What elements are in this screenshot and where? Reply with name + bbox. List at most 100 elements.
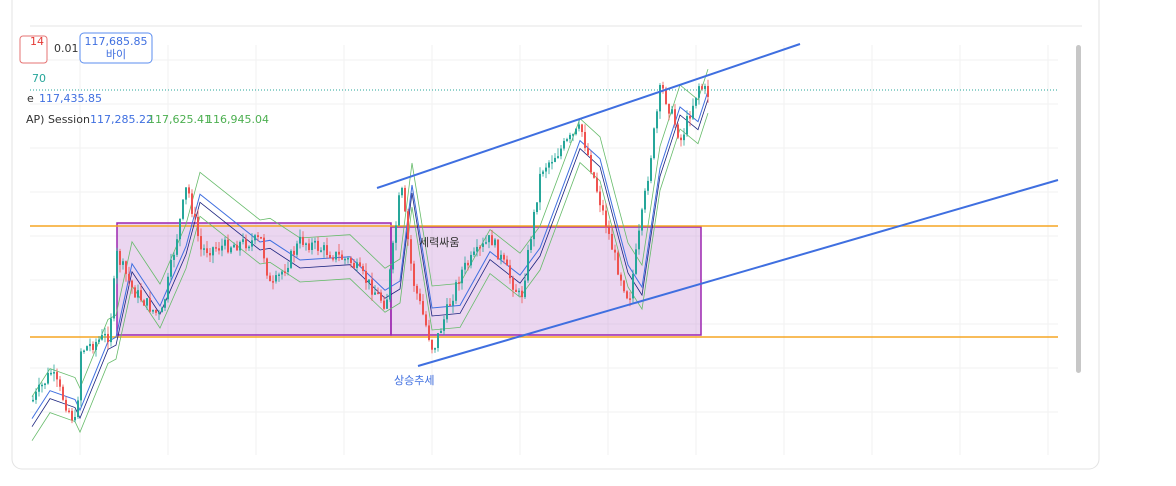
candle-body <box>278 274 280 276</box>
candle-body <box>143 300 145 306</box>
candle-body <box>560 148 562 157</box>
candle-body <box>350 258 352 263</box>
candle-body <box>71 410 73 421</box>
indicator-line <box>31 98 709 427</box>
candle-body <box>440 330 442 334</box>
candle-body <box>638 230 640 250</box>
candle-body <box>551 161 553 164</box>
candle-body <box>524 280 526 298</box>
candle-body <box>302 236 304 245</box>
candle-body <box>536 202 538 212</box>
candle-body <box>245 239 247 249</box>
candle-body <box>392 242 394 270</box>
annotation[interactable]: 세력싸움 <box>419 236 459 249</box>
candle-body <box>473 251 475 255</box>
candle-body <box>650 158 652 181</box>
candle-body <box>101 335 103 340</box>
candle-body <box>317 240 319 251</box>
buy-button[interactable] <box>79 32 153 64</box>
candle-body <box>50 372 52 375</box>
candle-body <box>92 343 94 350</box>
candle-body <box>251 240 253 247</box>
candle-body <box>41 384 43 387</box>
candle-body <box>134 287 136 298</box>
candle-body <box>305 243 307 245</box>
candle-body <box>590 154 592 173</box>
candle-body <box>167 276 169 300</box>
candle-body <box>137 290 139 298</box>
candle-body <box>44 383 46 386</box>
candle-body <box>695 97 697 106</box>
candle-body <box>80 351 82 401</box>
candle-body <box>398 195 400 226</box>
candle-body <box>452 300 454 306</box>
candle-body <box>620 274 622 281</box>
candle-body <box>389 269 391 300</box>
candle-body <box>596 177 598 192</box>
candle-body <box>563 140 565 149</box>
candle-body <box>608 227 610 234</box>
trend-line[interactable] <box>417 179 1059 367</box>
candle-body <box>425 314 427 326</box>
candle-body <box>254 235 256 241</box>
candle-body <box>386 299 388 309</box>
candle-body <box>221 245 223 251</box>
indicator-line <box>31 90 709 419</box>
candle-body <box>140 290 142 301</box>
candle-body <box>218 248 220 251</box>
indicator-value: 70 <box>32 72 46 85</box>
candle-body <box>572 134 574 136</box>
scrollbar[interactable] <box>1076 45 1081 373</box>
candle-body <box>125 261 127 274</box>
candle-body <box>176 239 178 255</box>
candle-body <box>236 244 238 251</box>
candle-body <box>128 273 130 281</box>
candle-body <box>287 267 289 273</box>
candle-body <box>311 242 313 250</box>
candle-body <box>533 211 535 240</box>
candle-body <box>494 239 496 246</box>
candle-body <box>584 131 586 149</box>
candle-body <box>38 384 40 392</box>
candle-body <box>671 109 673 114</box>
candle-body <box>272 281 274 283</box>
candle-body <box>104 333 106 336</box>
candle-body <box>518 290 520 293</box>
candle-body <box>689 116 691 119</box>
candle-body <box>410 239 412 264</box>
candle-body <box>566 139 568 141</box>
candle-body <box>458 282 460 284</box>
candle-body <box>701 86 703 89</box>
candle-body <box>107 333 109 343</box>
annotation[interactable]: 상승추세 <box>394 374 434 387</box>
candle-body <box>299 236 301 244</box>
candle-body <box>407 211 409 240</box>
candle-body <box>581 124 583 132</box>
candle-body <box>122 261 124 265</box>
candle-body <box>617 252 619 275</box>
candle-body <box>509 265 511 279</box>
candle-body <box>545 167 547 172</box>
candle-body <box>659 84 661 112</box>
sell-button[interactable] <box>19 35 48 64</box>
candle-body <box>116 251 118 279</box>
candle-body <box>341 254 343 260</box>
buy-price: 117,685.85 <box>85 35 148 48</box>
trend-line[interactable] <box>376 43 801 189</box>
candle-body <box>191 193 193 214</box>
candle-body <box>476 246 478 252</box>
candle-body <box>500 254 502 260</box>
candle-body <box>194 213 196 217</box>
candle-body <box>380 292 382 301</box>
candle-body <box>668 103 670 114</box>
candle-body <box>521 290 523 298</box>
candle-body <box>95 341 97 350</box>
candle-body <box>74 416 76 421</box>
session-value: 117,625.41 <box>148 113 211 126</box>
candle-body <box>416 285 418 294</box>
candle-body <box>332 257 334 260</box>
buy-label: 바이 <box>106 48 126 61</box>
candle-body <box>290 250 292 268</box>
candle-body <box>428 325 430 340</box>
candle-body <box>557 156 559 158</box>
